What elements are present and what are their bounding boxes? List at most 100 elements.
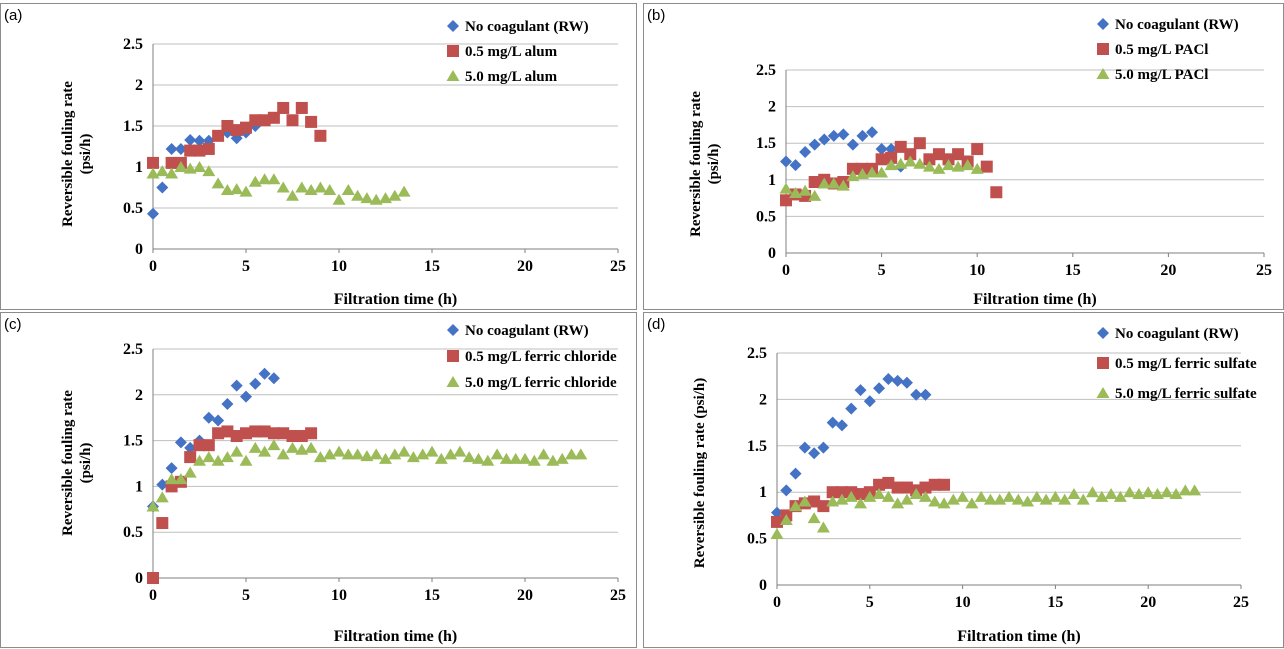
data-point [835,493,849,505]
data-point [1030,490,1044,502]
data-point [798,441,811,454]
data-point [183,466,197,478]
data-point [900,493,914,505]
data-point [894,140,907,153]
x-tick-label: 0 [773,594,781,611]
series-2 [146,439,588,512]
data-point [854,497,868,509]
data-point [771,506,783,519]
x-tick-label: 0 [149,258,157,275]
y-tick-label: 1 [759,484,767,501]
data-point [993,493,1007,505]
x-tick-label: 10 [955,594,971,611]
y-tick-label: 2 [768,99,776,116]
data-point [221,397,234,410]
data-point [240,427,252,440]
data-point [156,478,169,491]
data-point [946,493,960,505]
data-point [305,115,318,128]
legend-label: 0.5 mg/L alum [465,44,558,60]
chart-panel-b: (b) 0 0.5 1 1.5 2 2.5 0 5 10 15 20 25 Filtration tim… [643,3,1284,310]
data-point [509,452,523,464]
legend-marker [1097,43,1109,55]
x-tick-label: 5 [878,262,886,279]
data-point [956,490,970,502]
data-point [1067,488,1081,500]
data-point [295,101,308,114]
data-point [789,159,802,172]
data-point [1141,486,1155,498]
chart-svg: 0 0.5 1 1.5 2 2.5 0 5 10 15 20 25 Filtration time (h… [60,323,626,645]
data-point [248,175,262,187]
data-point [286,114,299,127]
data-point [846,138,859,151]
data-point [808,495,821,508]
data-point [230,445,244,457]
data-point [900,376,913,389]
data-point [913,157,927,169]
data-point [827,177,841,189]
data-point [332,193,346,205]
data-point [147,207,159,220]
series-2 [779,155,984,201]
legend-marker [447,45,459,57]
legend-marker [447,20,459,32]
data-point [835,419,848,432]
y-axis-title-line: Reversible fouling rate (psi/h) [692,378,708,568]
data-point [903,155,917,167]
data-point [165,473,179,485]
data-point [856,129,869,142]
legend-marker [447,324,459,336]
data-point [304,183,318,195]
y-tick-label: 2 [135,77,143,94]
legend-marker [446,70,460,81]
x-tick-label: 15 [424,587,440,604]
data-point [932,148,945,161]
data-point [919,388,932,401]
data-point [845,402,858,415]
data-point [183,162,197,174]
x-tick-label: 25 [610,258,626,275]
data-point [379,192,392,204]
data-point [1150,488,1164,500]
data-point [397,185,411,197]
data-point [146,500,160,512]
data-point [388,189,402,201]
legend: No coagulant (RW) 0.5 mg/L ferric chlorid… [446,323,617,391]
data-point [174,436,187,449]
y-tick-label: 0 [135,241,143,258]
data-point [249,114,262,127]
data-point [910,388,923,401]
data-point [817,441,830,454]
data-point [1002,490,1016,502]
data-point [277,101,290,114]
data-point [193,144,206,157]
data-point [351,448,365,460]
data-point [230,379,243,392]
data-point [913,137,926,150]
data-point [919,481,932,494]
data-point [799,145,812,158]
x-tick-label: 10 [331,258,347,275]
data-point [397,445,411,457]
legend-marker [1097,18,1109,30]
data-point [425,445,439,457]
data-point [304,441,318,453]
x-tick-label: 15 [1065,262,1081,279]
x-tick-label: 15 [1047,594,1063,611]
legend-label: 5.0 mg/L alum [465,69,558,85]
y-tick-label: 0.5 [747,531,767,548]
data-point [885,151,898,164]
data-point [360,192,374,204]
legend-label: 5.0 mg/L ferric chloride [465,375,617,391]
y-axis-title: Reversible fouling rate (psi/h) [688,91,722,237]
data-point [434,452,448,464]
legend-marker [1097,357,1109,369]
x-tick-label: 20 [517,587,533,604]
data-point [472,452,485,464]
data-point [873,382,886,395]
data-point [1104,488,1118,500]
legend-marker [447,350,459,362]
data-point [147,572,159,584]
data-point [875,143,888,156]
